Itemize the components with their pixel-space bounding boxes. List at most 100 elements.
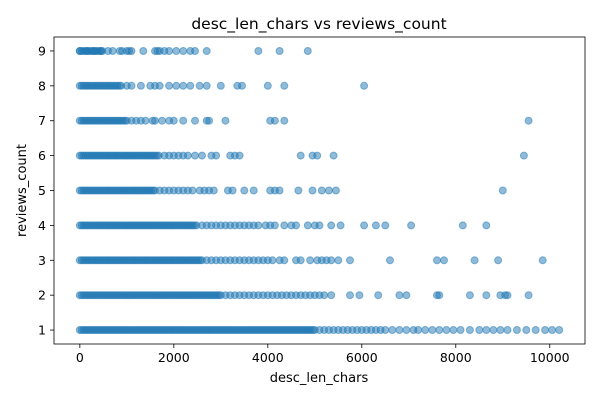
data-point <box>191 47 199 55</box>
y-tick-label: 9 <box>38 43 46 58</box>
data-point <box>280 256 289 265</box>
data-point <box>465 326 474 334</box>
data-point <box>331 186 340 195</box>
data-point <box>327 221 336 230</box>
data-point <box>519 151 528 160</box>
y-tick-label: 5 <box>38 183 46 198</box>
data-point <box>360 221 369 230</box>
data-point <box>198 151 206 160</box>
data-point <box>127 47 136 55</box>
y-axis: 1 2 3 4 5 6 7 8 9 <box>38 43 54 338</box>
data-point <box>169 116 178 125</box>
x-tick-label: 4000 <box>252 350 284 365</box>
data-point <box>139 47 148 55</box>
data-point <box>75 47 84 55</box>
data-point <box>292 221 300 230</box>
y-tick-label: 7 <box>38 113 46 128</box>
data-point <box>541 326 550 334</box>
data-point <box>329 151 338 160</box>
data-point <box>317 186 326 195</box>
data-point <box>209 186 218 195</box>
data-point <box>395 291 404 300</box>
data-point <box>313 151 322 160</box>
data-point <box>165 81 174 90</box>
data-point <box>191 151 199 160</box>
x-axis: 0 2000 4000 6000 8000 10000 <box>76 344 570 365</box>
data-point <box>151 116 159 125</box>
data-point <box>280 221 289 230</box>
data-point <box>324 186 333 195</box>
data-point <box>440 256 448 265</box>
x-axis-label: desc_len_chars <box>270 371 369 386</box>
data-point <box>475 326 484 334</box>
y-tick-label: 3 <box>38 253 46 268</box>
data-point <box>327 256 336 265</box>
data-point <box>482 326 491 334</box>
data-point <box>82 47 91 55</box>
data-point <box>280 116 289 125</box>
data-point <box>235 151 244 160</box>
data-point <box>249 186 258 195</box>
data-point <box>238 81 246 90</box>
data-point <box>498 186 507 195</box>
data-point <box>183 151 192 160</box>
data-point <box>141 116 150 125</box>
data-point <box>228 186 237 195</box>
data-point <box>496 326 505 334</box>
data-point <box>482 221 491 230</box>
data-point <box>407 221 416 230</box>
data-point <box>346 291 354 300</box>
data-point <box>346 256 354 265</box>
data-point <box>449 326 458 334</box>
data-point <box>555 326 564 334</box>
data-point <box>456 326 465 334</box>
data-point <box>433 256 441 265</box>
data-point <box>522 326 531 334</box>
data-point <box>155 81 164 90</box>
data-point <box>327 291 336 300</box>
data-point <box>548 326 557 334</box>
data-point <box>89 47 98 55</box>
data-point <box>212 151 221 160</box>
data-point <box>524 291 533 300</box>
data-point <box>458 221 467 230</box>
data-point <box>388 326 397 334</box>
data-point <box>308 186 317 195</box>
x-tick-label: 8000 <box>440 350 472 365</box>
data-point <box>435 291 444 300</box>
data-point <box>465 291 474 300</box>
data-point <box>172 47 181 55</box>
data-point <box>395 326 404 334</box>
data-point <box>428 326 437 334</box>
data-point <box>165 47 174 55</box>
data-point <box>303 221 312 230</box>
data-point <box>172 81 181 90</box>
data-point <box>263 81 272 90</box>
data-point <box>127 81 136 90</box>
data-point <box>482 291 491 300</box>
data-point <box>195 81 204 90</box>
data-point <box>179 116 188 125</box>
data-point <box>381 221 390 230</box>
data-point <box>296 151 305 160</box>
data-point <box>216 81 225 90</box>
data-point <box>179 47 188 55</box>
y-tick-label: 4 <box>38 218 46 233</box>
x-tick-label: 6000 <box>346 350 378 365</box>
data-point <box>421 326 430 334</box>
x-tick-label: 2000 <box>158 350 190 365</box>
data-point <box>371 221 380 230</box>
y-tick-label: 6 <box>38 148 46 163</box>
data-point <box>512 326 521 334</box>
data-point <box>374 291 383 300</box>
data-point <box>306 256 315 265</box>
data-point <box>188 186 197 195</box>
data-point <box>538 256 547 265</box>
data-point <box>296 256 305 265</box>
data-point <box>355 291 364 300</box>
chart-title: desc_len_chars vs reviews_count <box>191 15 446 34</box>
data-point <box>315 221 324 230</box>
x-tick-label: 0 <box>76 350 84 365</box>
data-point <box>202 81 211 90</box>
